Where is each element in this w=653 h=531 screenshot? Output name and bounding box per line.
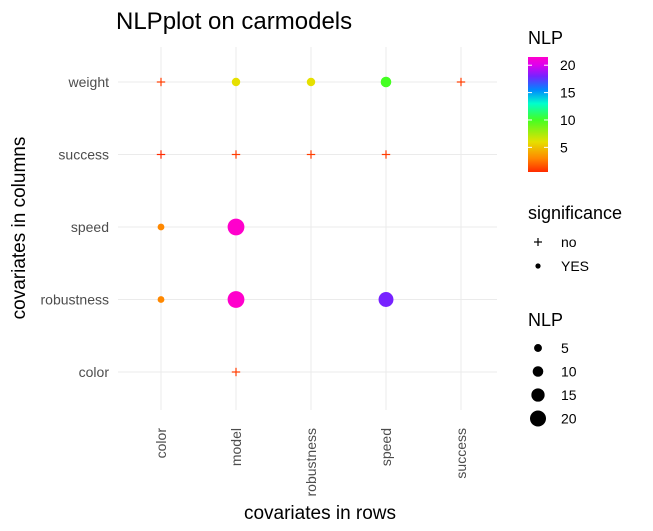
significant-point	[380, 76, 392, 88]
significant-point	[231, 77, 241, 87]
significant-point	[227, 291, 245, 308]
colorbar-tick-label: 10	[560, 112, 576, 128]
x-tick-label: success	[453, 428, 469, 479]
y-tick-labels: color robustness speed success weight	[41, 74, 110, 380]
size-legend-dot	[532, 366, 544, 377]
y-tick-label: speed	[71, 219, 109, 235]
significance-legend-item: YES	[535, 258, 589, 274]
color-legend-ticks: 5 10 15 20	[528, 57, 576, 155]
x-axis-label: covariates in rows	[244, 503, 396, 524]
x-tick-label: robustness	[303, 428, 319, 496]
nonsignificant-point	[231, 367, 241, 377]
y-axis-label: covariates in columns	[9, 137, 30, 320]
significant-point	[157, 296, 165, 303]
nonsignificant-point	[156, 150, 166, 159]
color-legend-bar	[528, 57, 548, 172]
significance-legend: significance no YES	[528, 203, 622, 274]
colorbar-tick-label: 15	[560, 85, 576, 101]
colorbar-tick-label: 20	[560, 57, 576, 73]
size-legend-item: 5	[534, 340, 569, 356]
nonsignificant-point	[456, 77, 466, 87]
nonsignificant-point	[381, 150, 391, 159]
size-legend-items: 5 10 15 20	[530, 340, 577, 427]
significance-legend-items: no YES	[534, 234, 589, 274]
size-legend-dot	[530, 410, 546, 427]
significance-legend-title: significance	[528, 203, 622, 223]
size-legend-label: 5	[561, 340, 569, 356]
significance-legend-label: YES	[561, 258, 589, 274]
gridlines	[118, 47, 497, 410]
x-tick-label: model	[228, 428, 244, 466]
size-legend-title: NLP	[528, 310, 563, 330]
nonsignificant-point	[306, 150, 316, 159]
colorbar-tick-label: 5	[560, 139, 568, 155]
significant-point	[227, 218, 245, 236]
significant-point	[306, 77, 316, 87]
y-tick-label: color	[79, 364, 110, 380]
size-legend-label: 15	[561, 387, 577, 403]
significant-point	[157, 223, 165, 231]
size-legend-label: 20	[561, 411, 577, 427]
size-legend-item: 10	[532, 364, 577, 380]
size-legend-dot	[531, 388, 545, 402]
x-tick-label: color	[153, 428, 169, 459]
color-legend-title: NLP	[528, 28, 563, 48]
x-tick-label: speed	[378, 428, 394, 466]
x-tick-labels: color model robustness speed success	[153, 428, 469, 497]
significant-point	[378, 292, 394, 307]
nonsignificant-point	[231, 150, 241, 159]
y-tick-label: robustness	[41, 292, 109, 308]
size-legend-item: 20	[530, 410, 577, 427]
dot-symbol	[535, 263, 541, 269]
y-tick-label: weight	[68, 74, 110, 90]
significance-legend-item: no	[534, 234, 577, 250]
size-legend-label: 10	[561, 364, 577, 380]
size-legend-dot	[534, 344, 542, 352]
color-legend: NLP 5 10 15 20	[528, 28, 576, 172]
y-tick-label: success	[58, 147, 109, 163]
size-legend: NLP 5 10 15 20	[528, 310, 577, 427]
size-legend-item: 15	[531, 387, 577, 403]
chart-title: NLPplot on carmodels	[116, 8, 352, 35]
data-points	[156, 76, 466, 377]
nonsignificant-point	[156, 77, 166, 87]
significance-legend-label: no	[561, 234, 577, 250]
